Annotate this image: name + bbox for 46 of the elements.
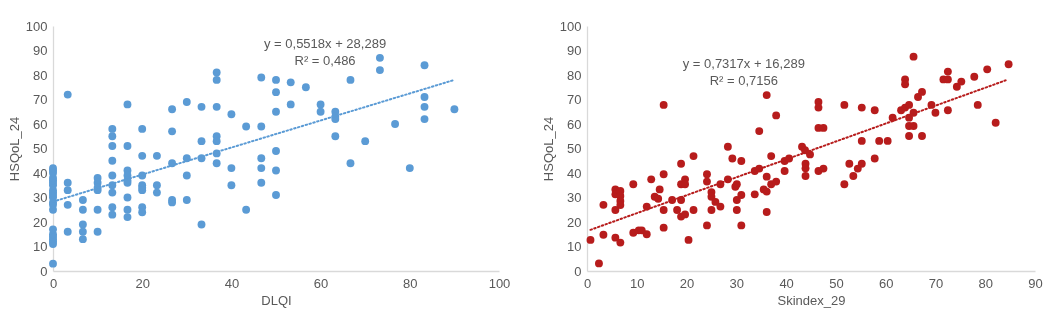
annotation: y = 0,5518x + 28,289 xyxy=(263,36,387,51)
y-tick-label: 80 xyxy=(567,67,582,83)
x-tick-label: 20 xyxy=(135,275,150,291)
y-axis-title: HSQoL_24 xyxy=(540,116,556,182)
x-tick-label: 100 xyxy=(488,275,511,291)
x-tick-label: 50 xyxy=(829,275,844,291)
y-tick-label: 30 xyxy=(567,190,582,205)
y-tick-label: 0 xyxy=(40,263,48,279)
y-tick-label: 50 xyxy=(33,141,48,156)
y-tick-label: 50 xyxy=(567,141,582,156)
y-tick-label: 20 xyxy=(567,214,582,230)
y-tick-label: 20 xyxy=(33,214,48,230)
y-tick-label: 40 xyxy=(33,165,48,181)
y-tick-label: 70 xyxy=(567,92,582,107)
x-tick-label: 10 xyxy=(630,275,645,291)
annotation: R² = 0,486 xyxy=(294,53,356,68)
x-axis-title: DLQI xyxy=(261,292,292,308)
annotation: y = 0,7317x + 16,289 xyxy=(682,56,805,71)
y-tick-label: 60 xyxy=(567,116,582,132)
x-tick-label: 90 xyxy=(1028,275,1043,291)
y-tick-label: 30 xyxy=(33,190,48,205)
y-axis-title: HSQoL_24 xyxy=(6,116,22,182)
x-tick-label: 0 xyxy=(49,275,58,291)
y-tick-label: 0 xyxy=(574,263,582,279)
y-tick-label: 100 xyxy=(25,18,48,34)
annotation: R² = 0,7156 xyxy=(709,73,778,88)
x-tick-label: 80 xyxy=(403,275,418,291)
x-tick-label: 60 xyxy=(313,275,329,291)
y-tick-label: 90 xyxy=(567,43,582,58)
x-tick-label: 40 xyxy=(779,275,794,291)
x-tick-label: 70 xyxy=(928,275,944,291)
x-tick-label: 40 xyxy=(224,275,240,291)
y-tick-label: 100 xyxy=(559,18,582,34)
x-axis-title: Skindex_29 xyxy=(777,292,846,308)
y-tick-label: 70 xyxy=(33,92,48,107)
x-tick-label: 20 xyxy=(679,275,695,291)
y-tick-label: 90 xyxy=(33,43,48,58)
x-tick-label: 80 xyxy=(978,275,993,291)
y-tick-label: 10 xyxy=(567,239,582,254)
y-tick-label: 40 xyxy=(567,165,582,181)
y-tick-label: 80 xyxy=(33,67,48,83)
x-tick-label: 0 xyxy=(583,275,592,291)
y-tick-label: 60 xyxy=(33,116,48,132)
x-tick-label: 30 xyxy=(729,275,745,291)
x-tick-label: 60 xyxy=(878,275,894,291)
y-tick-label: 10 xyxy=(33,239,48,254)
